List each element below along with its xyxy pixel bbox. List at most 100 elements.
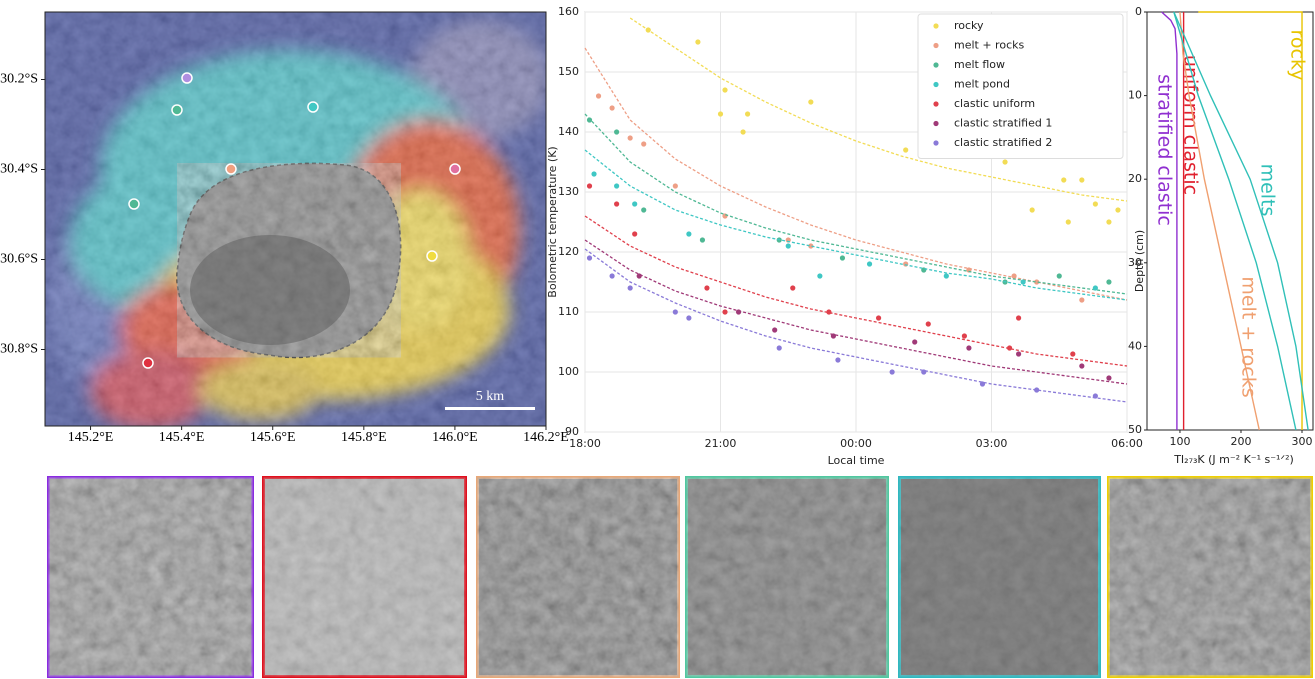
data-point: [587, 183, 592, 188]
data-point: [1106, 219, 1111, 224]
data-point: [700, 237, 705, 242]
data-point: [912, 339, 917, 344]
legend-marker: [933, 23, 938, 28]
x-axis-label: TI₂₇₃K (J m⁻² K⁻¹ s⁻¹ᐟ²): [1173, 453, 1294, 466]
data-point: [695, 39, 700, 44]
data-point: [1016, 351, 1021, 356]
profile-label: melt + rocks: [1238, 276, 1260, 397]
x-tick-label: 03:00: [976, 437, 1008, 450]
data-point: [722, 87, 727, 92]
y-axis-label: Depth (cm): [1133, 230, 1146, 292]
data-point: [1093, 201, 1098, 206]
x-tick-label: 300: [1292, 435, 1313, 448]
data-point: [777, 345, 782, 350]
data-point: [736, 309, 741, 314]
legend-marker: [933, 82, 938, 87]
x-tick-label: 00:00: [840, 437, 872, 450]
data-point: [926, 321, 931, 326]
legend-marker: [933, 101, 938, 106]
data-point: [903, 147, 908, 152]
data-point: [641, 141, 646, 146]
data-point: [1106, 279, 1111, 284]
data-point: [740, 129, 745, 134]
data-point: [1007, 345, 1012, 350]
x-tick-label: 145.6°E: [250, 430, 296, 445]
legend-label: rocky: [954, 19, 984, 32]
x-tick-label: 146.0°E: [432, 430, 478, 445]
x-tick-label: 146.2°E: [523, 430, 569, 445]
data-point: [632, 201, 637, 206]
data-point: [1115, 207, 1120, 212]
figure: 5 km 145.2°E145.4°E145.6°E145.8°E146.0°E…: [0, 0, 1315, 679]
x-tick-label: 145.2°E: [68, 430, 114, 445]
data-point: [817, 273, 822, 278]
data-point: [1079, 297, 1084, 302]
y-tick-label: 110: [558, 305, 579, 318]
data-point: [1034, 387, 1039, 392]
data-point: [641, 207, 646, 212]
legend-marker: [933, 62, 938, 67]
x-tick-label: 06:00: [1111, 437, 1143, 450]
y-tick-label: 30.6°S: [0, 252, 38, 267]
data-point: [944, 273, 949, 278]
data-point: [831, 333, 836, 338]
data-point: [718, 111, 723, 116]
y-tick-label: 100: [558, 365, 579, 378]
data-point: [1079, 363, 1084, 368]
data-point: [1002, 159, 1007, 164]
y-tick-label: 0: [1135, 5, 1142, 18]
data-point: [1070, 351, 1075, 356]
data-point: [1066, 219, 1071, 224]
scale-bar-label: 5 km: [476, 389, 505, 404]
data-point: [980, 381, 985, 386]
data-point: [637, 273, 642, 278]
data-point: [966, 345, 971, 350]
y-tick-label: 130: [558, 185, 579, 198]
data-point: [614, 129, 619, 134]
legend-label: clastic uniform: [954, 97, 1035, 110]
data-point: [587, 255, 592, 260]
data-point: [867, 261, 872, 266]
data-point: [1016, 315, 1021, 320]
y-tick-label: 50: [1128, 423, 1142, 436]
data-point: [591, 171, 596, 176]
data-point: [704, 285, 709, 290]
data-point: [786, 243, 791, 248]
legend-marker: [933, 121, 938, 126]
map-image: [45, 12, 550, 430]
data-point: [808, 99, 813, 104]
y-tick-label: 30.4°S: [0, 162, 38, 177]
data-point: [722, 309, 727, 314]
data-point: [686, 231, 691, 236]
data-point: [686, 315, 691, 320]
data-point: [1079, 177, 1084, 182]
data-point: [1021, 279, 1026, 284]
data-point: [826, 309, 831, 314]
y-tick-label: 150: [558, 65, 579, 78]
y-tick-label: 40: [1128, 339, 1142, 352]
data-point: [587, 117, 592, 122]
data-point: [1011, 273, 1016, 278]
data-point: [772, 327, 777, 332]
data-point: [632, 231, 637, 236]
data-point: [614, 201, 619, 206]
y-tick-label: 10: [1128, 89, 1142, 102]
data-point: [840, 255, 845, 260]
y-tick-label: 30.2°S: [0, 72, 38, 87]
y-tick-label: 160: [558, 5, 579, 18]
data-point: [745, 111, 750, 116]
data-point: [835, 357, 840, 362]
legend-label: clastic stratified 1: [954, 117, 1052, 130]
legend-marker: [933, 43, 938, 48]
data-point: [1061, 177, 1066, 182]
data-point: [890, 369, 895, 374]
data-point: [1057, 273, 1062, 278]
data-point: [628, 135, 633, 140]
data-point: [1093, 285, 1098, 290]
data-point: [1106, 375, 1111, 380]
x-tick-label: 18:00: [569, 437, 601, 450]
legend-label: melt flow: [954, 58, 1005, 71]
y-tick-label: 120: [558, 245, 579, 258]
data-point: [614, 183, 619, 188]
data-point: [1093, 393, 1098, 398]
